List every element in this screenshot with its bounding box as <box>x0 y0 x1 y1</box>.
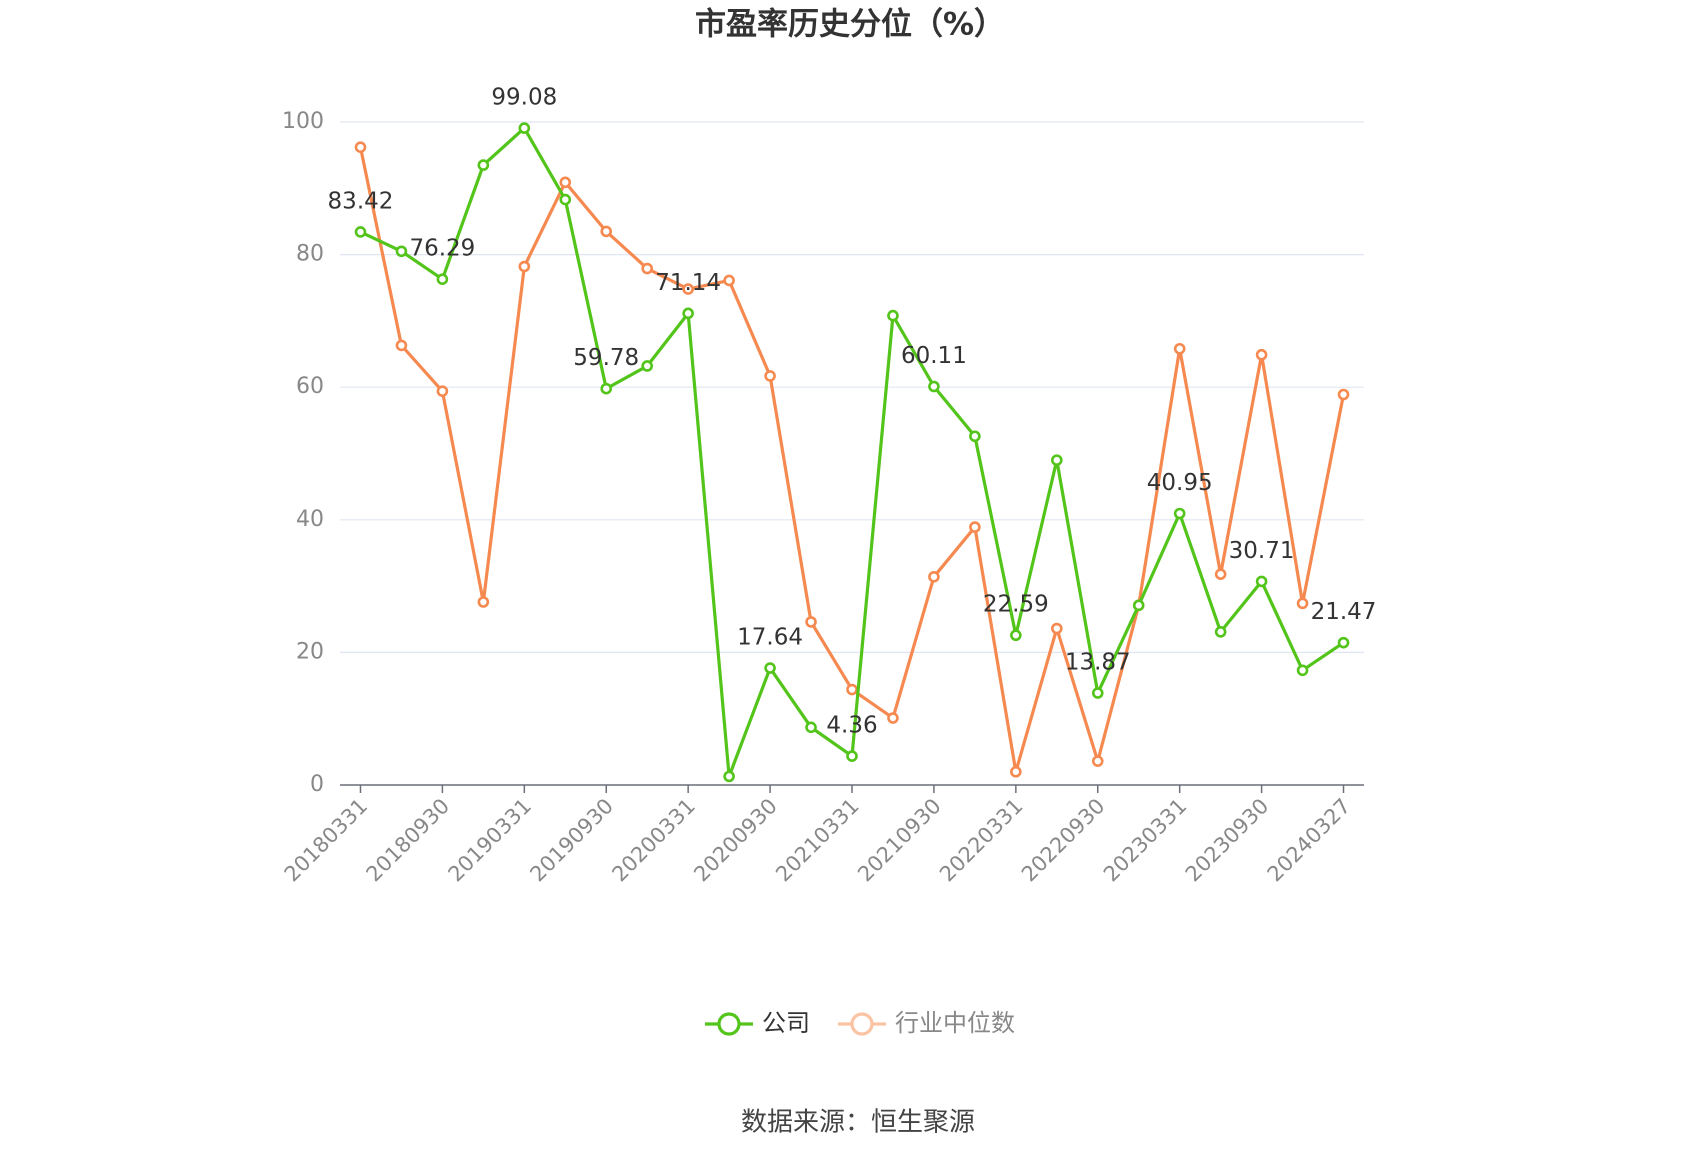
x-tick-label: 20180930 <box>362 794 455 887</box>
data-point <box>887 712 899 724</box>
data-point <box>723 274 735 287</box>
data-point <box>1051 454 1063 466</box>
x-tick-label: 20230331 <box>1099 794 1192 887</box>
x-tick-label: 20200331 <box>607 794 700 887</box>
data-point <box>682 307 694 320</box>
y-tick-label: 80 <box>296 242 324 267</box>
data-point <box>805 721 817 734</box>
data-label: 83.42 <box>328 188 394 214</box>
data-point <box>1173 342 1186 355</box>
data-point <box>682 283 694 295</box>
y-tick-label: 60 <box>296 374 324 399</box>
series-line <box>358 146 1346 773</box>
data-point <box>1255 575 1268 588</box>
data-point <box>600 382 613 395</box>
x-tick-label: 20190930 <box>525 794 618 887</box>
x-tick-label: 20240327 <box>1263 794 1356 887</box>
data-point <box>846 750 858 762</box>
data-point <box>723 770 735 783</box>
data-point <box>1337 388 1350 401</box>
data-label: 13.87 <box>1065 650 1131 676</box>
data-label: 60.11 <box>901 343 967 369</box>
data-label: 71.14 <box>655 270 721 296</box>
chart-title: 市盈率历史分位（%） <box>695 7 1005 43</box>
x-tick-label: 20220331 <box>935 794 1028 887</box>
data-point <box>518 260 531 273</box>
legend-label: 行业中位数 <box>895 1009 1015 1037</box>
x-tick-label: 20190331 <box>444 794 537 887</box>
data-point <box>1255 348 1268 361</box>
data-label: 17.64 <box>737 625 803 651</box>
y-tick-label: 40 <box>296 507 324 532</box>
data-label: 40.95 <box>1147 470 1213 496</box>
data-label: 99.08 <box>491 85 557 111</box>
data-point <box>887 309 899 322</box>
data-point <box>1091 755 1104 767</box>
data-point <box>1214 626 1227 638</box>
x-tick-label: 20230930 <box>1181 794 1274 887</box>
data-point <box>1010 765 1022 778</box>
data-point <box>1214 568 1227 580</box>
data-point <box>969 430 981 443</box>
data-point <box>477 159 490 171</box>
data-point <box>1132 599 1145 612</box>
data-label: 30.71 <box>1229 538 1295 564</box>
data-point <box>1173 507 1186 520</box>
data-point <box>764 370 776 382</box>
data-point <box>436 385 449 397</box>
data-point <box>928 380 940 393</box>
data-label: 4.36 <box>826 713 877 739</box>
data-point <box>354 226 367 238</box>
data-point <box>395 245 408 258</box>
data-point <box>1010 629 1022 642</box>
data-point <box>1051 622 1063 635</box>
data-point <box>928 571 940 583</box>
data-point <box>518 122 531 134</box>
source-note: 数据来源：恒生聚源 <box>741 1108 975 1138</box>
data-label: 22.59 <box>983 592 1049 618</box>
legend-item[interactable]: 公司 <box>705 1009 810 1037</box>
data-label: 21.47 <box>1311 599 1377 625</box>
data-point <box>805 616 817 628</box>
data-point <box>600 225 613 238</box>
legend-item[interactable]: 行业中位数 <box>838 1009 1015 1037</box>
data-point <box>1337 636 1350 649</box>
data-point <box>559 176 572 189</box>
data-point <box>354 141 367 153</box>
data-point <box>969 521 981 533</box>
y-tick-label: 20 <box>296 639 324 664</box>
x-tick-label: 20200930 <box>689 794 782 887</box>
data-point <box>436 273 449 285</box>
y-tick-label: 0 <box>310 772 324 797</box>
data-point <box>764 662 776 674</box>
data-point <box>641 262 654 275</box>
data-point <box>1296 597 1309 610</box>
data-label: 76.29 <box>409 236 475 262</box>
data-point <box>846 683 858 696</box>
data-point <box>641 360 654 372</box>
data-point <box>1296 664 1309 677</box>
series-line <box>359 125 1345 777</box>
data-label: 59.78 <box>573 345 639 371</box>
data-point <box>1091 687 1104 699</box>
legend-marker <box>717 1012 741 1036</box>
x-tick-label: 20210331 <box>771 794 864 887</box>
legend-label: 公司 <box>762 1009 810 1037</box>
data-point <box>395 339 408 352</box>
y-tick-label: 100 <box>282 109 324 134</box>
data-point <box>559 193 572 206</box>
x-tick-label: 20210930 <box>853 794 946 887</box>
x-tick-label: 20220930 <box>1017 794 1110 887</box>
legend-marker <box>850 1012 874 1036</box>
data-point <box>477 596 490 608</box>
x-tick-label: 20180331 <box>280 794 373 887</box>
